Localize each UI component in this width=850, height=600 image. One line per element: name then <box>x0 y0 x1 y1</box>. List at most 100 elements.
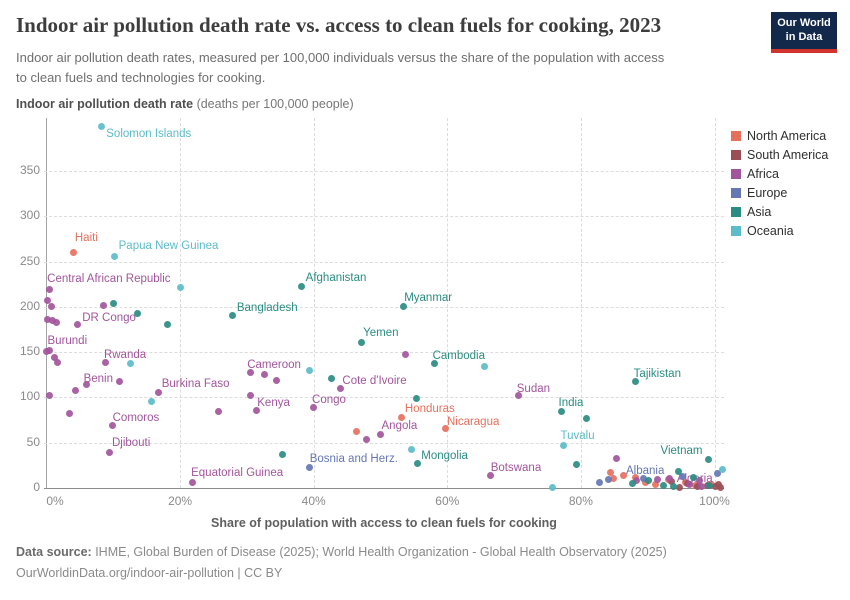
data-point-kenya[interactable] <box>252 406 260 414</box>
data-point[interactable] <box>126 359 134 367</box>
data-point-vietnam[interactable] <box>704 455 712 463</box>
data-point-botswana[interactable] <box>487 471 495 479</box>
data-point-honduras[interactable] <box>398 413 406 421</box>
legend-item-south-america[interactable]: South America <box>731 145 828 164</box>
data-point[interactable] <box>612 454 620 462</box>
data-point[interactable] <box>305 366 313 374</box>
data-point[interactable] <box>582 414 590 422</box>
data-point[interactable] <box>45 346 53 354</box>
data-point-afghanistan[interactable] <box>298 282 306 290</box>
data-point-haiti[interactable] <box>70 249 78 257</box>
data-point[interactable] <box>47 303 55 311</box>
data-point-comoros[interactable] <box>109 422 117 429</box>
data-point[interactable] <box>51 354 59 362</box>
data-point-solomon-islands[interactable] <box>97 123 105 131</box>
legend-item-asia[interactable]: Asia <box>731 202 828 221</box>
data-point[interactable] <box>214 408 222 416</box>
data-point[interactable] <box>115 377 123 385</box>
data-point[interactable] <box>610 475 618 483</box>
data-point[interactable] <box>407 445 415 453</box>
data-point[interactable] <box>674 468 682 476</box>
data-point-equatorial-guinea[interactable] <box>188 479 196 487</box>
data-point-congo[interactable] <box>309 403 317 411</box>
data-point[interactable] <box>676 483 684 491</box>
data-point-cote-d-ivoire[interactable] <box>336 384 344 392</box>
data-point[interactable] <box>632 477 640 485</box>
data-point-tuvalu[interactable] <box>560 441 568 449</box>
data-point-burkina-faso[interactable] <box>155 389 163 397</box>
data-point[interactable] <box>402 351 410 359</box>
data-point[interactable] <box>678 472 686 480</box>
data-point[interactable] <box>668 478 676 486</box>
data-point-djibouti[interactable] <box>106 449 114 457</box>
data-point-sudan[interactable] <box>515 392 523 400</box>
footer-link[interactable]: OurWorldinData.org/indoor-air-pollution … <box>16 566 283 580</box>
data-point-papua-new-guinea[interactable] <box>111 252 119 260</box>
legend-item-north-america[interactable]: North America <box>731 126 828 145</box>
data-point[interactable] <box>44 297 52 305</box>
data-point[interactable] <box>278 450 286 458</box>
data-point-india[interactable] <box>558 407 566 415</box>
data-point-mongolia[interactable] <box>413 460 421 468</box>
data-point-bangladesh[interactable] <box>229 311 237 319</box>
data-point[interactable] <box>133 309 141 317</box>
legend-item-europe[interactable]: Europe <box>731 183 828 202</box>
owid-logo[interactable]: Our World in Data <box>771 12 837 53</box>
data-point[interactable] <box>413 394 421 402</box>
data-point[interactable] <box>604 476 612 484</box>
data-point[interactable] <box>631 473 639 481</box>
data-point[interactable] <box>43 316 51 324</box>
data-point[interactable] <box>644 477 652 485</box>
data-point-dr-congo[interactable] <box>73 321 81 329</box>
data-point[interactable] <box>596 479 604 487</box>
data-point[interactable] <box>362 435 370 443</box>
data-point-yemen[interactable] <box>357 338 365 346</box>
data-point[interactable] <box>46 392 54 400</box>
legend-item-oceania[interactable]: Oceania <box>731 221 828 240</box>
data-point-tajikistan[interactable] <box>632 377 640 385</box>
data-point[interactable] <box>628 479 636 487</box>
data-point[interactable] <box>719 466 727 474</box>
data-point[interactable] <box>549 483 557 491</box>
data-point[interactable] <box>71 386 79 394</box>
data-point[interactable] <box>53 358 61 366</box>
data-point-algeria[interactable] <box>696 477 704 485</box>
data-point[interactable] <box>247 392 255 400</box>
data-point[interactable] <box>480 363 488 371</box>
data-point[interactable] <box>53 318 61 326</box>
data-point[interactable] <box>607 469 615 477</box>
data-point[interactable] <box>693 482 701 490</box>
data-point[interactable] <box>653 476 661 484</box>
data-point[interactable] <box>717 483 724 491</box>
data-point[interactable] <box>352 428 360 436</box>
data-point-cambodia[interactable] <box>431 360 439 368</box>
data-point-nicaragua[interactable] <box>442 424 450 432</box>
data-point[interactable] <box>697 482 705 490</box>
data-point[interactable] <box>110 299 118 307</box>
data-point-rwanda[interactable] <box>102 358 110 366</box>
data-point[interactable] <box>273 376 281 384</box>
data-point[interactable] <box>100 301 108 309</box>
legend-item-africa[interactable]: Africa <box>731 164 828 183</box>
data-point[interactable] <box>665 475 673 483</box>
data-point-angola[interactable] <box>377 431 384 439</box>
data-point[interactable] <box>66 410 74 418</box>
data-point-albania[interactable] <box>639 475 647 483</box>
data-point[interactable] <box>620 471 628 479</box>
data-point[interactable] <box>685 480 693 488</box>
data-point-central-african-republic[interactable] <box>45 286 53 294</box>
data-point[interactable] <box>147 398 155 406</box>
data-point[interactable] <box>163 321 171 329</box>
data-point[interactable] <box>261 371 269 379</box>
data-point[interactable] <box>706 481 714 489</box>
data-point[interactable] <box>690 473 698 481</box>
data-point-benin[interactable] <box>83 381 91 389</box>
data-point[interactable] <box>669 482 677 490</box>
data-point[interactable] <box>651 480 659 488</box>
data-point[interactable] <box>176 284 184 292</box>
data-point[interactable] <box>328 374 336 382</box>
data-point[interactable] <box>49 316 56 324</box>
data-point[interactable] <box>573 460 581 468</box>
data-point-cameroon[interactable] <box>246 369 254 377</box>
data-point[interactable] <box>659 481 667 489</box>
